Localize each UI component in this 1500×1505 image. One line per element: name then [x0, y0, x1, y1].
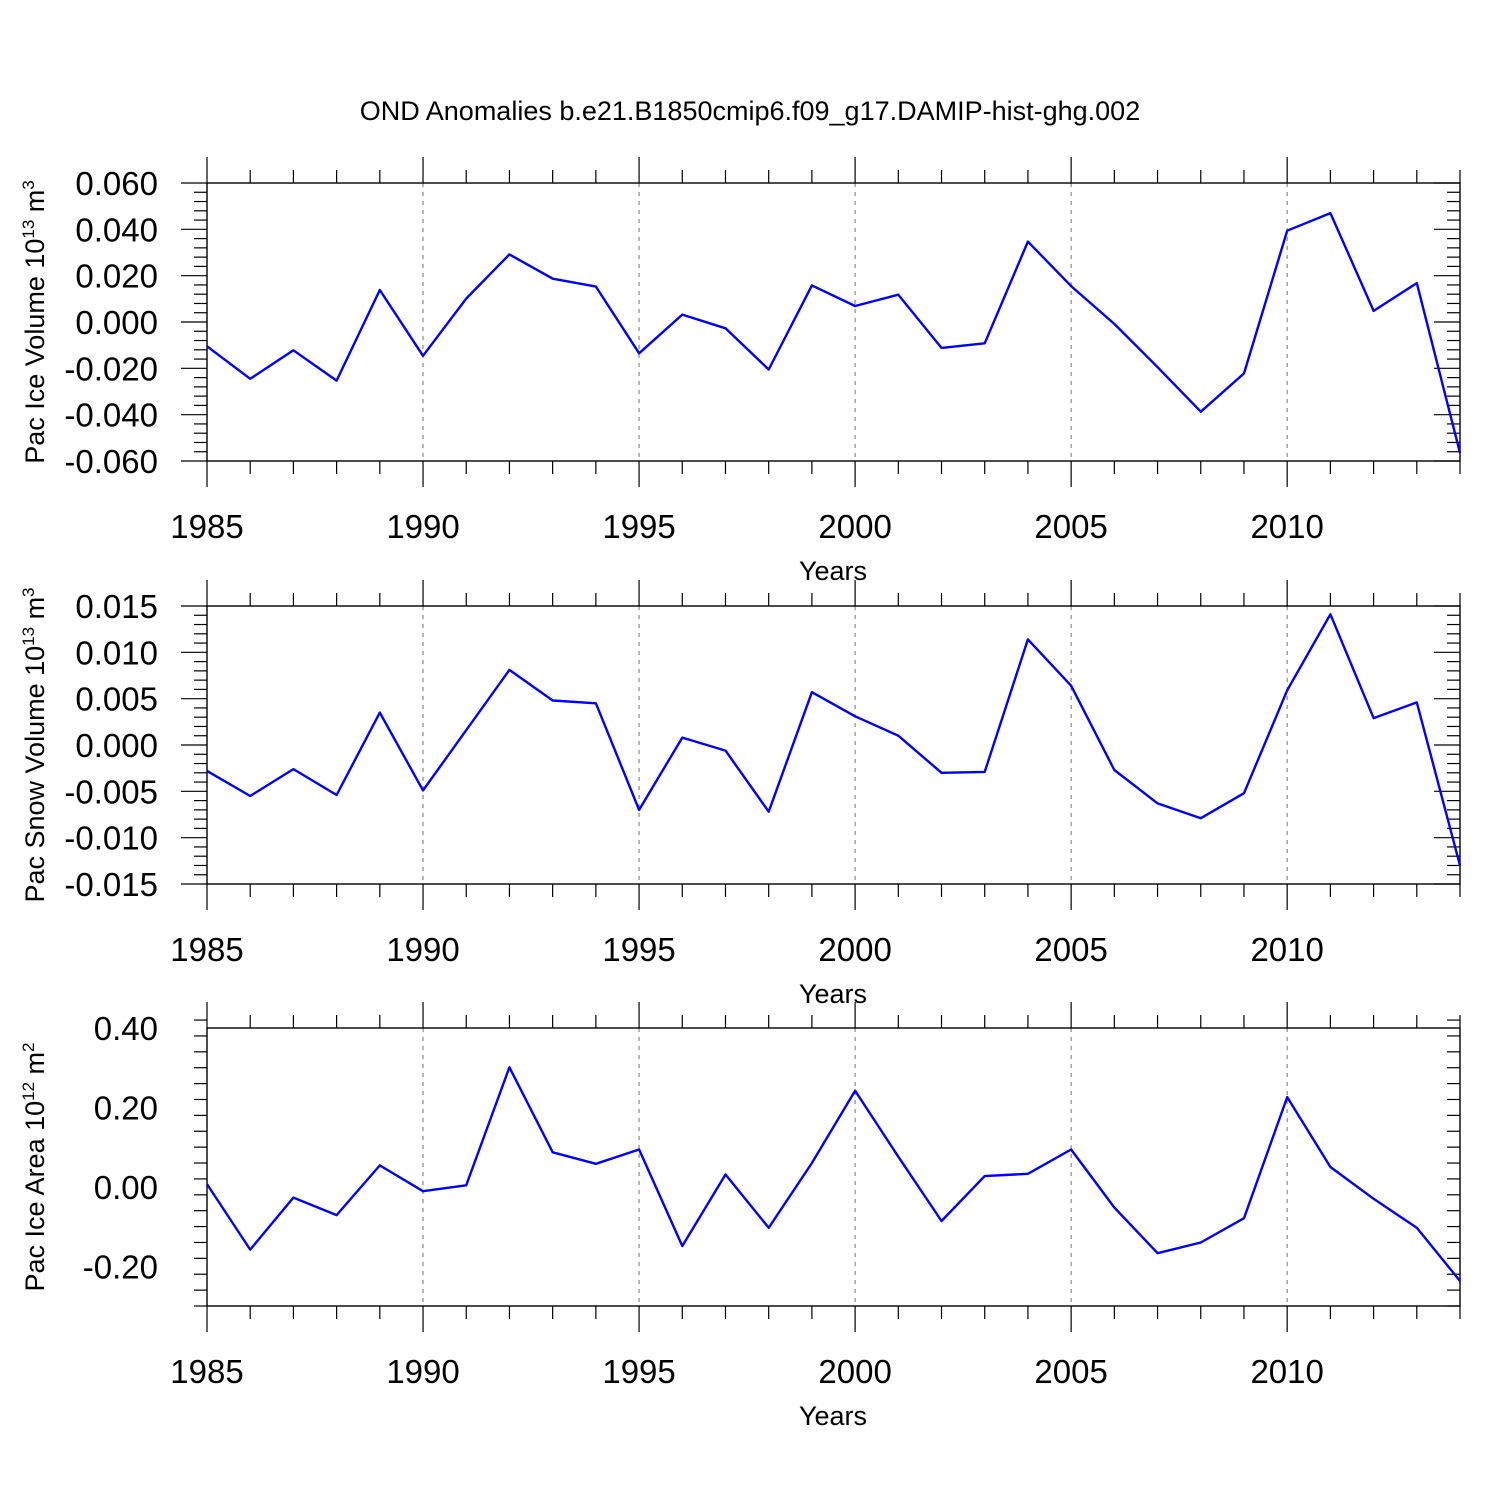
- y-axis-title-exponent: 13: [19, 627, 38, 646]
- y-tick-label: 0.020: [75, 258, 158, 295]
- y-tick-label: -0.040: [64, 397, 158, 434]
- panel-2: 1985 1990 1995 2000 2005 2010 0.015 0.010 0.005 0…: [19, 580, 1462, 1009]
- x-tick-label: 1985: [170, 931, 243, 968]
- y-axis-title-unit: m: [20, 190, 50, 220]
- x-axis-title: Years: [799, 556, 867, 586]
- y-axis-title: Pac Snow Volume 1013 m3: [19, 587, 50, 902]
- y-tick-label: 0.040: [75, 211, 158, 248]
- y-tick-label: -0.060: [64, 443, 158, 480]
- y-tick-label: -0.005: [64, 773, 158, 810]
- chart-title: OND Anomalies b.e21.B1850cmip6.f09_g17.D…: [360, 96, 1140, 126]
- y-axis-title-unit-exponent: 3: [19, 180, 38, 189]
- x-tick-label: 1995: [602, 931, 675, 968]
- y-axis-title-unit-exponent: 2: [19, 1042, 38, 1051]
- y-tick-label: 0.00: [94, 1169, 158, 1206]
- y-tick-label: -0.015: [64, 866, 158, 903]
- y-tick-label: -0.020: [64, 350, 158, 387]
- y-axis-title-unit-exponent: 3: [19, 587, 38, 596]
- x-tick-label: 2005: [1034, 1353, 1107, 1390]
- y-axis-title: Pac Ice Area 1012 m2: [19, 1042, 50, 1291]
- y-tick-label: 0.000: [75, 304, 158, 341]
- y-tick-label: 0.015: [75, 588, 158, 625]
- plot-frame: [206, 1027, 1461, 1307]
- x-tick-label: 1995: [602, 508, 675, 545]
- x-tick-label: 2000: [818, 508, 891, 545]
- y-axis-title-main: Pac Ice Volume 10: [20, 239, 50, 464]
- series-line: [206, 613, 1462, 866]
- y-tick-label: 0.005: [75, 681, 158, 718]
- x-axis-title: Years: [799, 1401, 867, 1431]
- x-tick-label: 2005: [1034, 508, 1107, 545]
- x-tick-label: 2010: [1250, 1353, 1323, 1390]
- y-tick-label: -0.010: [64, 820, 158, 857]
- x-tick-label: 1995: [602, 1353, 675, 1390]
- y-axis-title-main: Pac Snow Volume 10: [20, 646, 50, 903]
- x-tick-label: 1990: [386, 1353, 459, 1390]
- x-tick-label: 2000: [818, 1353, 891, 1390]
- x-axis-title: Years: [799, 979, 867, 1009]
- x-tick-label: 2010: [1250, 931, 1323, 968]
- y-tick-label: 0.000: [75, 727, 158, 764]
- x-tick-label: 1990: [386, 931, 459, 968]
- x-tick-label: 2005: [1034, 931, 1107, 968]
- x-tick-label: 2010: [1250, 508, 1323, 545]
- y-axis-title-main: Pac Ice Area 10: [20, 1101, 50, 1292]
- y-tick-label: 0.20: [94, 1089, 158, 1126]
- y-tick-label: -0.20: [83, 1248, 158, 1285]
- y-axis-title-unit: m: [20, 597, 50, 627]
- y-axis-title-unit: m: [20, 1052, 50, 1082]
- y-tick-label: 0.060: [75, 165, 158, 202]
- x-tick-label: 1985: [170, 1353, 243, 1390]
- series-line: [205, 1066, 1461, 1282]
- y-axis-title-exponent: 13: [19, 220, 38, 239]
- y-axis-title-exponent: 12: [19, 1082, 38, 1101]
- y-tick-label: 0.40: [94, 1010, 158, 1047]
- panel-3: 1985 1990 1995 2000 2005 2010 0.40 0.20 0.00 -0.2…: [19, 1002, 1461, 1431]
- y-tick-label: 0.010: [75, 634, 158, 671]
- x-tick-label: 2000: [818, 931, 891, 968]
- plot-frame: [206, 605, 1461, 885]
- x-tick-label: 1985: [170, 508, 243, 545]
- series-line: [206, 211, 1462, 454]
- x-tick-label: 1990: [386, 508, 459, 545]
- y-axis-title: Pac Ice Volume 1013 m3: [19, 180, 50, 464]
- panel-1: 1985 1990 1995 2000 2005 2010 0.060 0.040 0.020 0…: [19, 157, 1462, 586]
- plot-frame: [206, 182, 1461, 462]
